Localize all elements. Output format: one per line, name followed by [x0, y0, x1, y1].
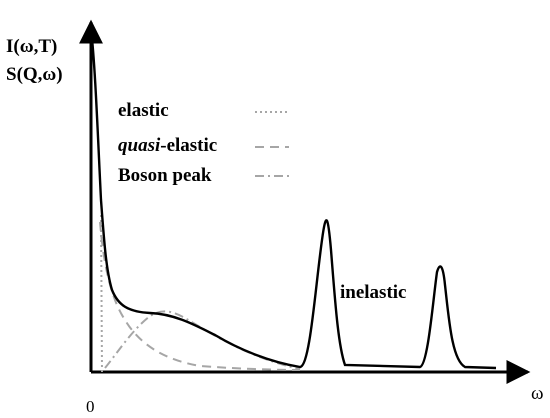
- y-axis-label-intensity: I(ω,T): [6, 36, 57, 57]
- legend-item-boson-peak: Boson peak: [118, 165, 289, 186]
- x-axis-label-omega: ω: [531, 383, 544, 404]
- legend-label-boson-peak: Boson peak: [118, 165, 212, 186]
- legend-item-elastic: elastic: [118, 100, 289, 121]
- inelastic-label: inelastic: [340, 282, 407, 303]
- legend: elastic quasi-elastic Boson peak: [118, 100, 289, 186]
- legend-item-quasi-elastic: quasi-elastic: [118, 135, 289, 156]
- origin-label: 0: [86, 397, 95, 416]
- legend-label-quasi-elastic: quasi-elastic: [118, 135, 217, 156]
- legend-label-elastic: elastic: [118, 100, 169, 121]
- total-spectrum-curve: [89, 29, 497, 370]
- quasi-elastic-curve: [99, 221, 301, 371]
- y-axis-label-structure-factor: S(Q,ω): [6, 64, 63, 85]
